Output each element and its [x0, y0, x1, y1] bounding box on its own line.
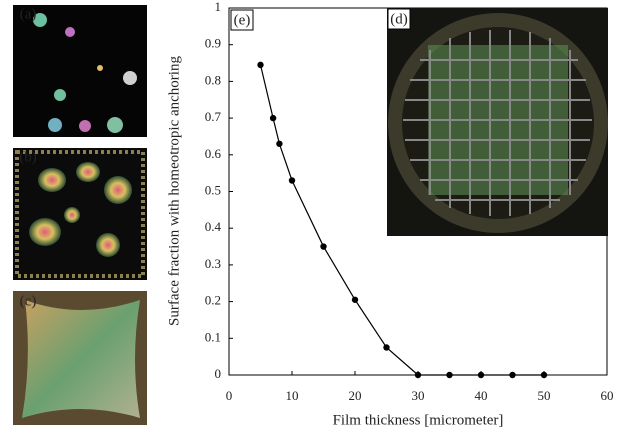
data-point: [352, 297, 358, 303]
y-tick-label: 0.9: [205, 36, 221, 51]
x-axis-label: Film thickness [micrometer]: [333, 412, 504, 428]
data-point: [289, 177, 295, 183]
y-tick-label: 0.7: [205, 109, 222, 124]
figure: (a) (b) (c) (d) (e) Film thickness [micr…: [0, 0, 621, 436]
panel-label: (e): [234, 12, 251, 28]
data-point: [415, 372, 421, 378]
panel-label: (a): [20, 6, 37, 22]
x-tick-label: 20: [349, 388, 362, 403]
image-a: [13, 5, 147, 137]
data-point: [478, 372, 484, 378]
y-tick-label: 0.2: [205, 293, 221, 308]
y-tick-label: 0.5: [205, 182, 221, 197]
y-tick-label: 0.1: [205, 329, 221, 344]
data-point: [383, 344, 389, 350]
data-point: [446, 372, 452, 378]
data-point: [541, 372, 547, 378]
y-tick-label: 1: [215, 0, 222, 14]
image-b: [13, 148, 147, 280]
y-axis-label: Surface fraction with homeotropic anchor…: [166, 56, 182, 326]
y-tick-label: 0.8: [205, 72, 221, 87]
y-tick-label: 0.4: [205, 219, 222, 234]
x-tick-label: 0: [226, 388, 233, 403]
x-tick-label: 50: [538, 388, 551, 403]
y-tick-label: 0: [215, 366, 222, 381]
image-d: [387, 8, 608, 236]
x-tick-label: 40: [475, 388, 488, 403]
y-tick-label: 0.6: [205, 146, 222, 161]
data-point: [257, 62, 263, 68]
x-tick-label: 30: [412, 388, 425, 403]
data-point: [509, 372, 515, 378]
panel-label: (c): [20, 293, 37, 309]
x-tick-label: 10: [286, 388, 299, 403]
panel-label: (d): [390, 11, 408, 27]
image-c: [13, 291, 147, 425]
panel-label: (b): [19, 149, 37, 165]
data-point: [320, 243, 326, 249]
data-point: [270, 115, 276, 121]
y-tick-label: 0.3: [205, 256, 221, 271]
data-point: [276, 141, 282, 147]
x-tick-label: 60: [601, 388, 614, 403]
